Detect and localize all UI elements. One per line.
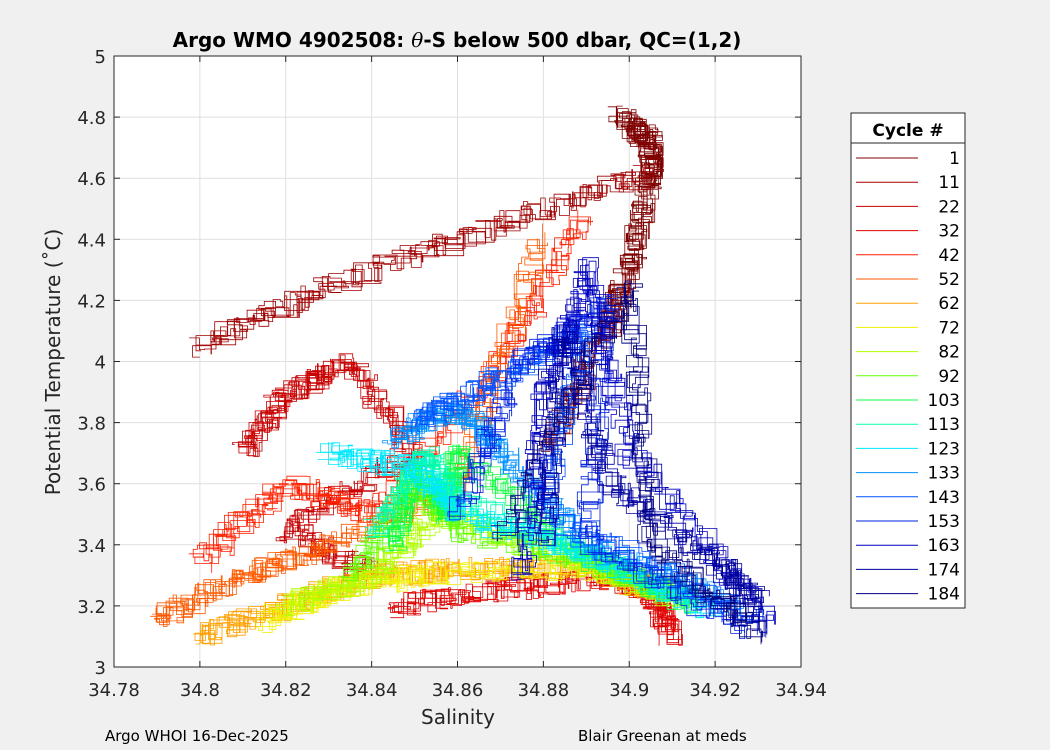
legend-item-163[interactable]: 163 bbox=[856, 536, 960, 556]
x-tick-label: 34.82 bbox=[260, 680, 312, 701]
x-tick-label: 34.88 bbox=[518, 680, 570, 701]
footer-right: Blair Greenan at meds bbox=[578, 727, 747, 745]
legend-label: 113 bbox=[928, 415, 960, 435]
y-tick-label: 4.2 bbox=[77, 291, 106, 312]
trace-cycle-92 bbox=[343, 483, 691, 608]
y-tick-label: 4.8 bbox=[77, 108, 106, 129]
trace-cycle-11 bbox=[195, 171, 649, 352]
x-tick-label: 34.8 bbox=[180, 680, 220, 701]
legend-box bbox=[850, 112, 966, 609]
x-tick-label: 34.78 bbox=[88, 680, 140, 701]
legend-item-62[interactable]: 62 bbox=[856, 294, 960, 314]
legend-label: 82 bbox=[938, 343, 960, 363]
trace-cycle-143 bbox=[417, 329, 759, 623]
x-tick-label: 34.92 bbox=[689, 680, 741, 701]
trace-cycle-11 bbox=[189, 168, 654, 350]
legend-item-103[interactable]: 103 bbox=[856, 391, 960, 411]
y-tick-label: 4.4 bbox=[77, 230, 106, 251]
y-tick-label: 3.6 bbox=[77, 475, 106, 496]
x-tick-label: 34.86 bbox=[432, 680, 484, 701]
legend-label: 11 bbox=[938, 173, 960, 193]
legend-item-72[interactable]: 72 bbox=[856, 318, 960, 338]
chart-title: Argo WMO 4902508: θ-S below 500 dbar, QC… bbox=[173, 28, 742, 52]
y-tick-label: 4 bbox=[95, 353, 106, 374]
x-tick-label: 34.9 bbox=[609, 680, 649, 701]
footer-left: Argo WHOI 16-Dec-2025 bbox=[105, 727, 289, 745]
trace-cycle-11 bbox=[192, 169, 651, 358]
trace-cycle-153 bbox=[449, 298, 759, 631]
title-prefix: Argo WMO 4902508: bbox=[173, 28, 412, 52]
y-tick-label: 3.4 bbox=[77, 536, 106, 557]
y-tick-label: 5 bbox=[95, 47, 106, 68]
legend-label: 143 bbox=[928, 488, 960, 508]
legend-item-184[interactable]: 184 bbox=[856, 585, 960, 605]
trace-cycle-42 bbox=[192, 216, 591, 558]
legend-label: 32 bbox=[938, 222, 960, 242]
legend-title: Cycle # bbox=[872, 121, 943, 141]
y-tick-label: 3 bbox=[95, 658, 106, 679]
legend-label: 133 bbox=[928, 464, 960, 484]
trace-cycle-42 bbox=[199, 217, 589, 563]
legend-label: 42 bbox=[938, 246, 960, 266]
trace-cycle-174 bbox=[534, 326, 770, 605]
legend-label: 174 bbox=[928, 560, 960, 580]
legend-label: 163 bbox=[928, 536, 960, 556]
legend-label: 22 bbox=[938, 197, 960, 217]
legend-item-1[interactable]: 1 bbox=[856, 149, 960, 169]
x-tick-label: 34.84 bbox=[346, 680, 398, 701]
y-axis-label: Potential Temperature (˚C) bbox=[41, 229, 65, 496]
legend-label: 1 bbox=[949, 149, 960, 169]
legend-item-42[interactable]: 42 bbox=[856, 246, 960, 266]
legend-item-123[interactable]: 123 bbox=[856, 439, 960, 459]
legend-item-22[interactable]: 22 bbox=[856, 197, 960, 217]
y-tick-label: 3.8 bbox=[77, 414, 106, 435]
title-theta: θ bbox=[411, 28, 423, 52]
x-tick-label: 34.94 bbox=[775, 680, 827, 701]
legend-item-82[interactable]: 82 bbox=[856, 343, 960, 363]
legend-item-133[interactable]: 133 bbox=[856, 464, 960, 484]
legend-label: 62 bbox=[938, 294, 960, 314]
y-tick-label: 3.2 bbox=[77, 597, 106, 618]
legend-label: 123 bbox=[928, 439, 960, 459]
trace-cycle-184 bbox=[492, 282, 763, 643]
legend-label: 92 bbox=[938, 367, 960, 387]
legend-label: 72 bbox=[938, 318, 960, 338]
trace-cycle-184 bbox=[496, 280, 762, 645]
legend-item-113[interactable]: 113 bbox=[856, 415, 960, 435]
legend-item-11[interactable]: 11 bbox=[856, 173, 960, 193]
legend-item-92[interactable]: 92 bbox=[856, 367, 960, 387]
x-axis-label: Salinity bbox=[421, 705, 495, 729]
legend-item-153[interactable]: 153 bbox=[856, 512, 960, 532]
legend[interactable]: Cycle # 11122324252627282921031131231331… bbox=[850, 112, 966, 609]
legend-item-32[interactable]: 32 bbox=[856, 222, 960, 242]
trace-cycle-163 bbox=[511, 259, 774, 629]
axis-ticks: 34.78 34.8 34.82 34.84 34.86 34.88 34.9 34.92 34… bbox=[77, 47, 826, 701]
legend-label: 103 bbox=[928, 391, 960, 411]
legend-item-143[interactable]: 143 bbox=[856, 488, 960, 508]
y-tick-label: 4.6 bbox=[77, 169, 106, 190]
legend-item-174[interactable]: 174 bbox=[856, 560, 960, 580]
trace-cycle-22 bbox=[232, 354, 413, 579]
title-suffix: -S below 500 dbar, QC=(1,2) bbox=[423, 28, 741, 52]
legend-items: 1112232425262728292103113123133143153163… bbox=[856, 149, 960, 605]
trace-cycle-153 bbox=[456, 294, 742, 634]
trace-cycle-174 bbox=[536, 338, 761, 607]
legend-label: 52 bbox=[938, 270, 960, 290]
plot-traces bbox=[150, 105, 776, 646]
legend-item-52[interactable]: 52 bbox=[856, 270, 960, 290]
legend-label: 184 bbox=[928, 585, 960, 605]
legend-label: 153 bbox=[928, 512, 960, 532]
trace-cycle-52 bbox=[150, 223, 543, 623]
trace-cycle-22 bbox=[238, 360, 425, 569]
trace-cycle-153 bbox=[447, 297, 758, 635]
